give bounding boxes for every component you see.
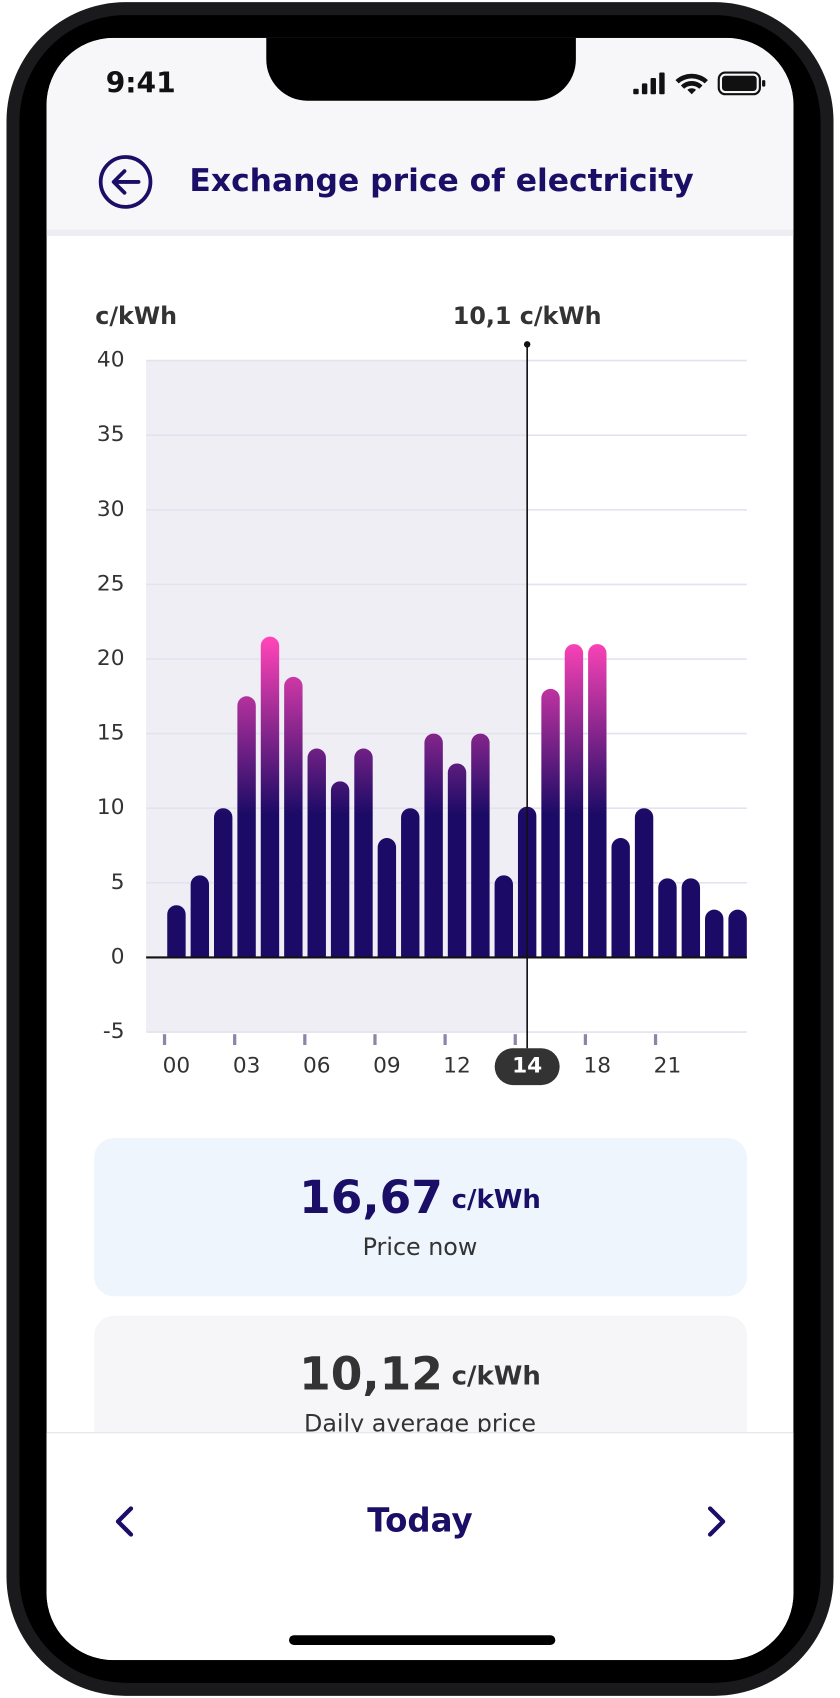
x-tick-label: 18: [584, 1054, 612, 1079]
card: [94, 1138, 747, 1297]
header-shadow: [46, 229, 794, 237]
back-button[interactable]: [98, 155, 153, 209]
bar: [447, 763, 467, 958]
prev-button[interactable]: [115, 1506, 134, 1537]
bar: [494, 875, 513, 958]
bar: [681, 878, 701, 958]
y-tick-label: 25: [97, 571, 125, 596]
x-tick-label: 06: [303, 1054, 331, 1079]
y-tick-label: 10: [97, 795, 125, 820]
card-value: 10,12 c/kWh: [299, 1347, 541, 1400]
value: 10,12: [299, 1347, 443, 1400]
y-axis-label: c/kWh: [95, 302, 177, 330]
bar: [634, 808, 654, 958]
status-time: 9:41: [106, 66, 176, 99]
y-tick-label: 5: [111, 870, 125, 895]
status-icons: [633, 71, 766, 96]
bar: [611, 838, 630, 958]
notch: [266, 37, 576, 101]
bar: [401, 808, 420, 958]
bar: [541, 688, 560, 958]
x-tick-label: 14: [512, 1054, 542, 1079]
unit: c/kWh: [452, 1184, 541, 1214]
bar: [564, 644, 584, 958]
bar: [588, 644, 607, 958]
x-tick-label: 12: [443, 1054, 471, 1079]
bar: [167, 905, 186, 958]
bar: [330, 781, 350, 958]
bar: [424, 733, 443, 958]
home-indicator: [289, 1635, 556, 1645]
current-dot: [523, 341, 531, 348]
x-tick-label: 21: [654, 1054, 682, 1079]
header-title: Exchange price of electricity: [189, 163, 693, 199]
screen-content: 9:41 Exchange price of electricity -5 0 5 1…: [46, 37, 794, 1661]
bar: [658, 878, 677, 958]
back-arrow: [111, 169, 141, 195]
current-pill: [494, 1048, 560, 1086]
bar: [307, 748, 326, 958]
bar: [354, 748, 373, 958]
y-tick-label: 15: [97, 721, 125, 746]
y-tick-label: 35: [97, 422, 125, 447]
x-tick-label: 03: [233, 1054, 261, 1079]
bar: [237, 696, 256, 958]
x-tick-label: 00: [163, 1054, 191, 1079]
x-tick-label: 09: [373, 1054, 401, 1079]
y-tick-label: 20: [97, 646, 125, 671]
next-button[interactable]: [707, 1506, 726, 1537]
bar: [260, 636, 280, 958]
bar: [705, 909, 724, 958]
bar: [377, 838, 397, 958]
y-tick-label: 0: [111, 944, 125, 969]
bar: [214, 808, 233, 958]
bar: [728, 909, 747, 958]
card-label: Price now: [363, 1233, 478, 1261]
y-tick-label: 40: [97, 348, 125, 373]
footer-label: Today: [367, 1502, 472, 1540]
unit: c/kWh: [452, 1361, 541, 1391]
y-tick-label: 30: [97, 497, 125, 522]
bar: [284, 676, 303, 958]
bar: [471, 733, 490, 958]
footer: [46, 1432, 794, 1661]
chart: -5 0 5 10 15 20 25 30 35 40 c/kWh 00 03 06 09 12 14 18 21 1…: [95, 302, 747, 1086]
value: 16,67: [299, 1170, 443, 1223]
annotation: 10,1 c/kWh: [453, 302, 602, 330]
card-value: 16,67 c/kWh: [299, 1170, 541, 1223]
bar: [190, 875, 210, 958]
y-tick-label: -5: [103, 1019, 125, 1044]
